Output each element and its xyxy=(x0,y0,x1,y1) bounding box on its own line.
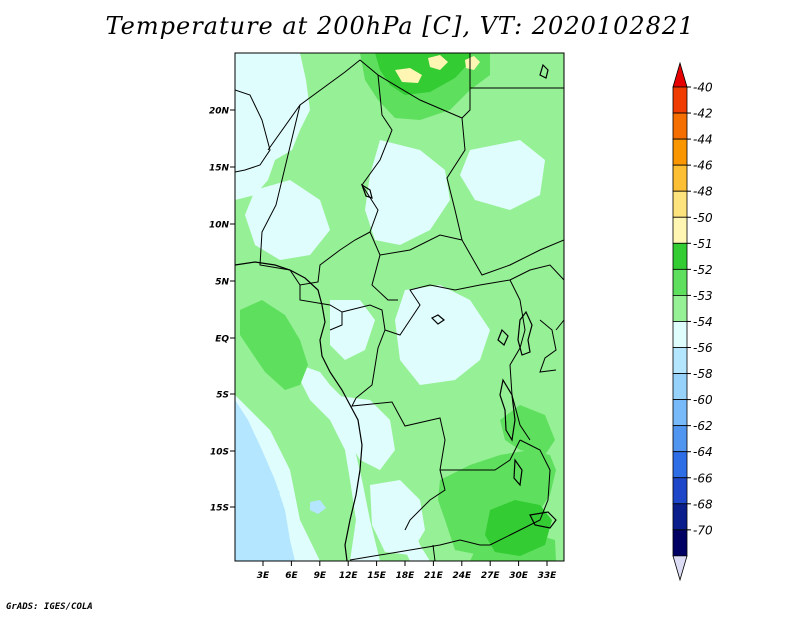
lon-label: 15E xyxy=(367,571,387,581)
lon-label: 3E xyxy=(257,571,270,581)
colorbar-label: -46 xyxy=(693,159,713,173)
colorbar-label: -56 xyxy=(693,341,713,355)
colorbar-swatch xyxy=(672,86,688,114)
colorbar-label: -50 xyxy=(693,211,713,225)
colorbar-swatch xyxy=(672,138,688,166)
lat-label: 10S xyxy=(210,448,229,458)
shade-minus56 xyxy=(235,400,326,561)
grads-credit: GrADS: IGES/COLA xyxy=(6,602,93,612)
map-title: Temperature at 200hPa [C], VT: 202010282… xyxy=(105,12,695,40)
lon-label: 21E xyxy=(424,571,444,581)
lat-label: 10N xyxy=(209,221,230,231)
shade-minus54 xyxy=(245,140,545,555)
colorbar-label: -68 xyxy=(693,497,713,511)
map-panel xyxy=(235,53,564,561)
colorbar-label: -70 xyxy=(693,523,713,537)
lon-label: 27E xyxy=(481,571,501,581)
colorbar-swatch xyxy=(672,164,688,192)
lon-label: 9E xyxy=(314,571,327,581)
lat-label: 15N xyxy=(209,164,230,174)
latitude-axis: 20N 15N 10N 5N EQ 5S 10S 15S xyxy=(209,107,235,514)
lon-label: 24E xyxy=(452,571,472,581)
coastlines xyxy=(235,63,557,561)
colorbar-swatch xyxy=(672,399,688,427)
colorbar-swatch xyxy=(672,294,688,322)
lat-label: 20N xyxy=(209,107,230,117)
colorbar-swatch xyxy=(672,347,688,374)
colorbar-label: -40 xyxy=(693,81,713,95)
colorbar-label: -64 xyxy=(693,445,713,459)
colorbar-label: -54 xyxy=(693,315,713,329)
colorbar-label: -52 xyxy=(693,263,713,277)
colorbar-label: -66 xyxy=(693,471,713,485)
colorbar-swatch xyxy=(672,425,688,453)
colorbar: -40 -42 -44 -46 -48 -50 -51 -52 -53 -54 -56 -58 -60 -… xyxy=(672,61,713,582)
lon-label: 33E xyxy=(538,571,558,581)
colorbar-swatch xyxy=(672,477,688,505)
lat-label: 15S xyxy=(210,504,229,514)
longitude-axis: 3E 6E 9E 12E 15E 18E 21E 24E 27E 30E 33E xyxy=(257,561,557,581)
colorbar-swatch xyxy=(672,112,688,140)
lat-label: EQ xyxy=(215,335,229,345)
colorbar-swatch xyxy=(672,321,688,348)
country-borders xyxy=(235,53,564,561)
colorbar-top-arrow xyxy=(672,61,688,88)
map-frame xyxy=(234,52,565,562)
lon-label: 30E xyxy=(509,571,529,581)
lat-label: 5N xyxy=(215,278,229,288)
colorbar-label: -62 xyxy=(693,419,713,433)
colorbar-label: -58 xyxy=(693,367,713,381)
colorbar-swatch xyxy=(672,373,688,400)
lon-label: 6E xyxy=(285,571,298,581)
colorbar-swatch xyxy=(672,503,688,531)
colorbar-swatch xyxy=(672,190,688,218)
colorbar-label: -51 xyxy=(693,237,713,251)
shade-minus50 xyxy=(395,55,480,83)
colorbar-label: -48 xyxy=(693,185,713,199)
lon-label: 12E xyxy=(339,571,359,581)
colorbar-swatch xyxy=(672,529,688,557)
colorbar-bottom-arrow xyxy=(672,555,688,582)
colorbar-label: -60 xyxy=(693,393,713,407)
colorbar-swatch xyxy=(672,451,688,479)
lat-label: 5S xyxy=(216,391,229,401)
colorbar-swatch xyxy=(672,242,688,270)
colorbar-swatch xyxy=(672,268,688,296)
colorbar-label: -42 xyxy=(693,107,713,121)
colorbar-swatch xyxy=(672,216,688,244)
colorbar-label: -44 xyxy=(693,133,713,147)
lon-label: 18E xyxy=(396,571,416,581)
colorbar-label: -53 xyxy=(693,289,713,303)
